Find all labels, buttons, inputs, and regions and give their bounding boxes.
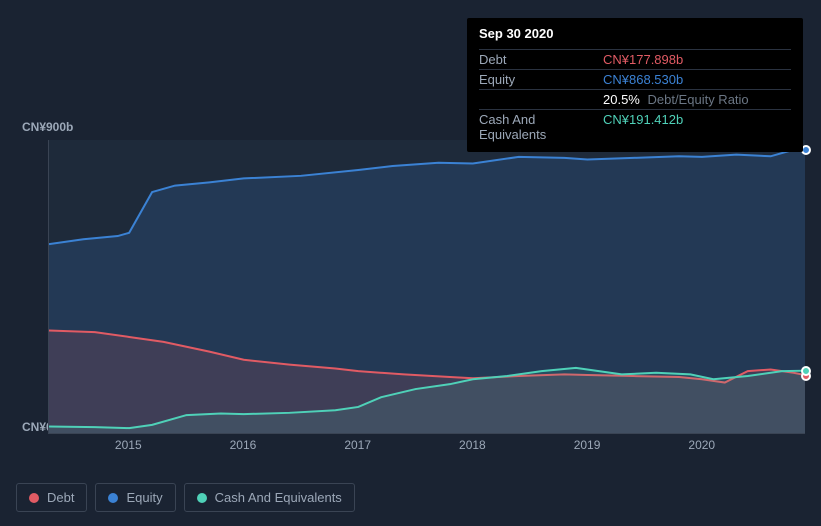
legend-item[interactable]: Cash And Equivalents (184, 483, 355, 512)
tooltip-label: Equity (479, 72, 603, 87)
x-axis: 2015 2016 2017 2018 2019 2020 (48, 438, 805, 458)
x-axis-tick: 2017 (344, 438, 371, 452)
tooltip-value: CN¥191.412b (603, 112, 683, 142)
y-axis-max-label: CN¥900b (22, 120, 73, 134)
tooltip-label (479, 92, 603, 107)
tooltip-row: Cash And EquivalentsCN¥191.412b (479, 109, 791, 144)
legend-item[interactable]: Equity (95, 483, 175, 512)
tooltip-date: Sep 30 2020 (479, 26, 791, 45)
tooltip-row: EquityCN¥868.530b (479, 69, 791, 89)
legend-label: Debt (47, 490, 74, 505)
series-end-marker (801, 366, 811, 376)
chart-tooltip: Sep 30 2020 DebtCN¥177.898bEquityCN¥868.… (467, 18, 803, 152)
legend-dot-icon (197, 493, 207, 503)
tooltip-label: Cash And Equivalents (479, 112, 603, 142)
x-axis-tick: 2018 (459, 438, 486, 452)
legend-item[interactable]: Debt (16, 483, 87, 512)
legend-dot-icon (29, 493, 39, 503)
chart-area: CN¥900b CN¥0 201520162017201820192020 (0, 120, 821, 450)
legend-dot-icon (108, 493, 118, 503)
tooltip-row: DebtCN¥177.898b (479, 49, 791, 69)
chart-plot[interactable] (48, 140, 805, 434)
x-axis-tick: 2020 (688, 438, 715, 452)
x-axis-tick: 2016 (230, 438, 257, 452)
legend-label: Cash And Equivalents (215, 490, 342, 505)
tooltip-value: 20.5% Debt/Equity Ratio (603, 92, 749, 107)
tooltip-value: CN¥868.530b (603, 72, 683, 87)
tooltip-sublabel: Debt/Equity Ratio (644, 92, 749, 107)
legend-label: Equity (126, 490, 162, 505)
x-axis-tick: 2015 (115, 438, 142, 452)
x-axis-tick: 2019 (574, 438, 601, 452)
chart-legend: Debt Equity Cash And Equivalents (16, 483, 355, 512)
tooltip-row: 20.5% Debt/Equity Ratio (479, 89, 791, 109)
tooltip-value: CN¥177.898b (603, 52, 683, 67)
tooltip-label: Debt (479, 52, 603, 67)
